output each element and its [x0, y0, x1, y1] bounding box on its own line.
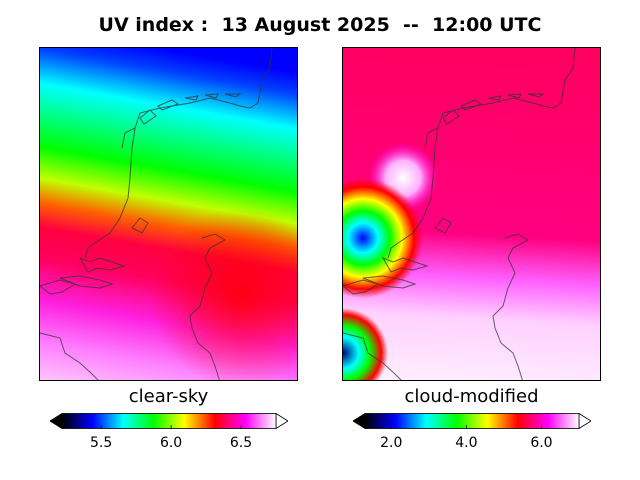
figure-title: UV index : 13 August 2025 -- 12:00 UTC: [98, 14, 542, 36]
colorbar-tick-label: 6.0: [159, 435, 183, 451]
colorbar-tick-label: 6.0: [530, 435, 553, 451]
colorbar-tick-label: 5.5: [90, 435, 113, 451]
cloud-modified-colorbar: [352, 412, 592, 430]
cloud-modified-southwest-clouds: [343, 48, 600, 380]
colorbar-tick-label: 2.0: [380, 435, 403, 451]
cloud-modified-colorbar-graphic: [352, 412, 592, 430]
colorbar-min-extend: [352, 412, 366, 430]
colorbar-tick-label: 6.5: [229, 435, 253, 451]
colorbar-max-extend: [275, 412, 289, 430]
clear-sky-field: [40, 48, 297, 380]
cloud-modified-label: cloud-modified: [404, 386, 539, 407]
colorbar-gradient: [61, 413, 277, 429]
cloud-modified-colorbar-ticks: 2.0 4.0 6.0: [353, 435, 591, 455]
clear-sky-map: [39, 47, 298, 381]
colorbar-min-extend: [49, 412, 63, 430]
colorbar-tick-label: 4.0: [455, 435, 478, 451]
coastline: [40, 48, 273, 380]
clear-sky-shading-south: [40, 48, 297, 380]
colorbar-max-extend: [578, 412, 592, 430]
clear-sky-colorbar-ticks: 5.5 6.0 6.5: [50, 435, 288, 455]
clear-sky-colorbar-graphic: [49, 412, 289, 430]
clear-sky-colorbar: [49, 412, 289, 430]
clear-sky-label: clear-sky: [128, 386, 209, 407]
coastline: [343, 48, 576, 380]
colorbar-gradient: [364, 413, 580, 429]
cloud-modified-map: [342, 47, 601, 381]
cloud-modified-field: [343, 48, 600, 380]
